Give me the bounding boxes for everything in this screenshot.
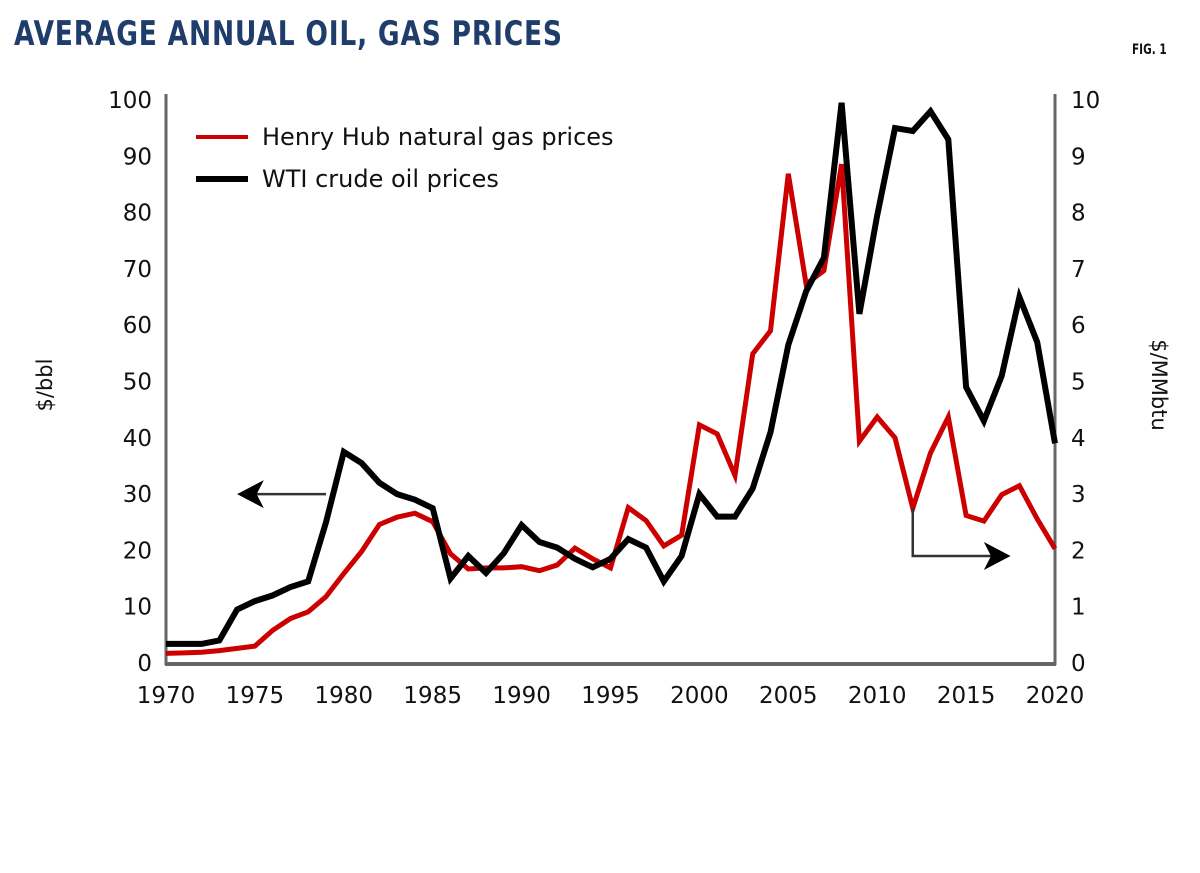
y-right-tick-label: 5 [1071, 370, 1086, 396]
y-right-tick-label: 3 [1071, 482, 1086, 508]
y-left-tick-label: 80 [123, 201, 152, 227]
y-left-tick-label: 50 [123, 370, 152, 396]
y-axis-right-title: $/MMbtu [1147, 339, 1171, 431]
wti-oil-line [166, 102, 1058, 647]
y-left-tick-label: 90 [123, 144, 152, 170]
y-right-tick-label: 9 [1071, 144, 1086, 170]
y-left-tick-label: 20 [123, 538, 152, 564]
x-tick-label: 1980 [315, 683, 374, 709]
figure-label: FIG. 1 [1132, 42, 1167, 58]
y-right-tick-label: 0 [1071, 651, 1086, 677]
axes [164, 94, 1057, 666]
henry-hub-gas-line [165, 163, 1058, 656]
y-right-tick-label: 6 [1071, 313, 1086, 339]
y-right-tick-label: 4 [1071, 426, 1086, 452]
y-left-tick-label: 0 [137, 651, 152, 677]
y-left-tick-label: 70 [123, 257, 152, 283]
annotations [237, 480, 1011, 571]
y-right-tick-label: 1 [1071, 595, 1086, 621]
x-tick-label: 1990 [492, 683, 551, 709]
y-left-tick-label: 30 [123, 482, 152, 508]
legend-label-gas: Henry Hub natural gas prices [262, 123, 614, 151]
x-tick-label: 2005 [759, 683, 818, 709]
x-tick-label: 2020 [1026, 683, 1085, 709]
legend: Henry Hub natural gas prices WTI crude oi… [196, 123, 614, 193]
y-right-tick-label: 8 [1071, 201, 1086, 227]
x-tick-label: 1985 [403, 683, 462, 709]
y-left-tick-label: 60 [123, 313, 152, 339]
y-left-tick-label: 10 [123, 595, 152, 621]
x-tick-label: 1970 [137, 683, 196, 709]
arrow-right-icon [983, 542, 1011, 571]
y-left-tick-label: 100 [108, 88, 152, 114]
chart-title: AVERAGE ANNUAL OIL, GAS PRICES [14, 14, 563, 54]
y-axis-left-title: $/bbl [33, 359, 57, 412]
tick-labels: 0 10 20 30 40 50 60 70 80 90 100 0 1 2 3 4 5 6 7 8 9 10 1970 19… [108, 88, 1100, 709]
y-left-tick-label: 40 [123, 426, 152, 452]
right-axis-arrow-shaft [911, 508, 999, 558]
x-tick-label: 2000 [670, 683, 729, 709]
y-right-tick-label: 2 [1071, 538, 1086, 564]
legend-label-oil: WTI crude oil prices [262, 165, 499, 193]
y-right-tick-label: 7 [1071, 257, 1086, 283]
x-tick-label: 1975 [226, 683, 285, 709]
arrow-left-icon [237, 480, 264, 509]
y-right-tick-label: 10 [1071, 88, 1100, 114]
x-tick-label: 1995 [581, 683, 640, 709]
x-tick-label: 2015 [937, 683, 996, 709]
series-lines [165, 102, 1058, 656]
x-tick-label: 2010 [848, 683, 907, 709]
